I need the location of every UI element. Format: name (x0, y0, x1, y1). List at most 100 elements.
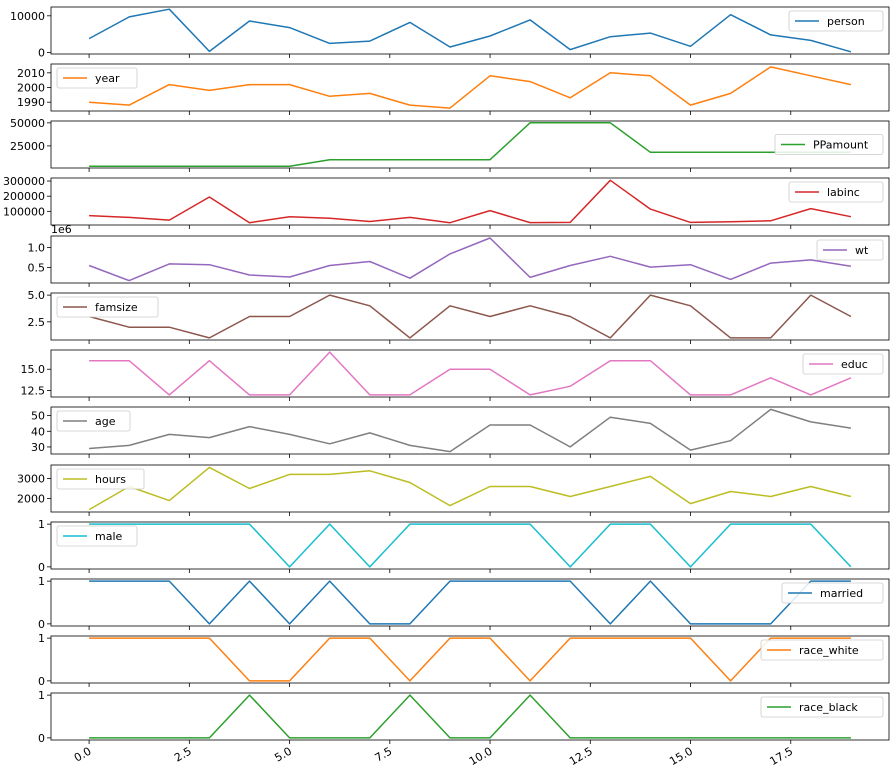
legend-educ: educ (802, 353, 884, 375)
legend-box (774, 134, 884, 155)
y-tick-label: 40 (31, 425, 45, 438)
legend-box (760, 696, 884, 718)
y-tick-label: 0 (38, 675, 45, 688)
y-tick-label: 0 (38, 47, 45, 60)
legend-label: person (827, 15, 865, 28)
legend-wt: wt (816, 239, 884, 261)
x-tick-label: 7.5 (373, 745, 395, 765)
axes-frame (50, 177, 890, 226)
y-tick-label: 1 (38, 632, 45, 645)
legend-label: race_black (799, 701, 858, 714)
y-tick-label: 3000 (17, 472, 45, 485)
subplot-married: 0 1 married (38, 575, 890, 631)
axes-frame (50, 635, 890, 684)
series-line-wt (88, 237, 852, 282)
legend-race_white: race_white (760, 639, 884, 661)
legend-label: famsize (95, 301, 138, 314)
legend-label: labinc (827, 186, 860, 199)
legend-box (56, 525, 138, 547)
y-tick-label: 10000 (10, 10, 45, 23)
subplot-wt: 0.5 1.0 1e6 wt (28, 223, 890, 287)
legend-label: race_white (799, 644, 859, 657)
axes-frame (50, 63, 890, 112)
legend-box (781, 582, 884, 604)
y-tick-label: 300000 (3, 175, 45, 188)
legend-box (56, 468, 145, 490)
y-tick-label: 0.5 (28, 261, 46, 274)
subplot-race_white: 0 1 race_white (38, 632, 890, 688)
y-tick-label: 1990 (17, 96, 45, 109)
y-tick-label: 12.5 (21, 385, 46, 398)
legend-label: male (95, 530, 123, 543)
axes-frame (50, 120, 890, 169)
x-tick-label: 5.0 (272, 745, 294, 765)
axes-frame (50, 292, 890, 341)
axes-frame (50, 349, 890, 398)
legend-PPamount: PPamount (774, 134, 884, 155)
y-tick-label: 100000 (3, 205, 45, 218)
y-tick-label: 25000 (10, 140, 45, 153)
subplot-PPamount: 25000 50000 PPamount (10, 117, 890, 172)
legend-race_black: race_black (760, 696, 884, 718)
legend-box (816, 239, 884, 261)
axes-frame (50, 406, 890, 455)
subplot-male: 0 1 male (38, 518, 890, 574)
y-tick-label: 2010 (17, 67, 45, 80)
y-tick-label: 1 (38, 575, 45, 588)
axes-frame (50, 464, 890, 513)
legend-label: educ (841, 358, 868, 371)
subplot-age: 30 40 50 age (31, 406, 890, 458)
legend-label: year (95, 72, 120, 85)
series-line-hours (88, 466, 852, 511)
legend-labinc: labinc (788, 181, 884, 203)
legend-box (788, 10, 884, 32)
y-tick-label: 1 (38, 518, 45, 531)
axes-frame (50, 692, 890, 741)
x-tick-label: 12.5 (567, 745, 595, 769)
y-offset-label: 1e6 (51, 223, 72, 236)
legend-box (760, 639, 884, 661)
subplot-hours: 2000 3000 hours (17, 464, 890, 516)
y-tick-label: 0 (38, 618, 45, 631)
y-tick-label: 1 (38, 689, 45, 702)
legend-hours: hours (56, 468, 145, 490)
legend-box (788, 181, 884, 203)
y-tick-label: 50000 (10, 117, 45, 130)
legend-label: age (95, 415, 116, 428)
y-tick-label: 50 (31, 410, 45, 423)
series-line-educ (89, 351, 852, 396)
y-tick-label: 0 (38, 732, 45, 745)
axes-frame (50, 521, 890, 570)
legend-label: married (820, 587, 863, 600)
subplot-labinc: 100000 200000 300000 labinc (3, 175, 890, 229)
y-tick-label: 15.0 (21, 363, 46, 376)
x-tick-label: 0.0 (72, 745, 94, 765)
y-tick-label: 0 (38, 561, 45, 574)
x-tick-label: 10.0 (467, 745, 495, 769)
legend-box (56, 410, 131, 432)
legend-famsize: famsize (56, 296, 159, 318)
legend-married: married (781, 582, 884, 604)
legend-male: male (56, 525, 138, 547)
legend-age: age (56, 410, 131, 432)
axes-frame (50, 6, 890, 55)
legend-box (56, 67, 138, 89)
legend-year: year (56, 67, 138, 89)
legend-label: PPamount (813, 139, 869, 152)
y-tick-label: 2.5 (28, 316, 46, 329)
series-line-year (89, 66, 852, 109)
y-tick-label: 1.0 (28, 242, 46, 255)
series-line-race_black (89, 694, 851, 739)
legend-box (802, 353, 884, 375)
series-line-labinc (89, 179, 852, 224)
axes-frame (50, 578, 890, 627)
legend-box (56, 296, 159, 318)
series-line-race_white (89, 637, 851, 682)
y-tick-label: 2000 (17, 82, 45, 95)
x-tick-label: 15.0 (667, 745, 695, 769)
y-tick-label: 2000 (17, 493, 45, 506)
